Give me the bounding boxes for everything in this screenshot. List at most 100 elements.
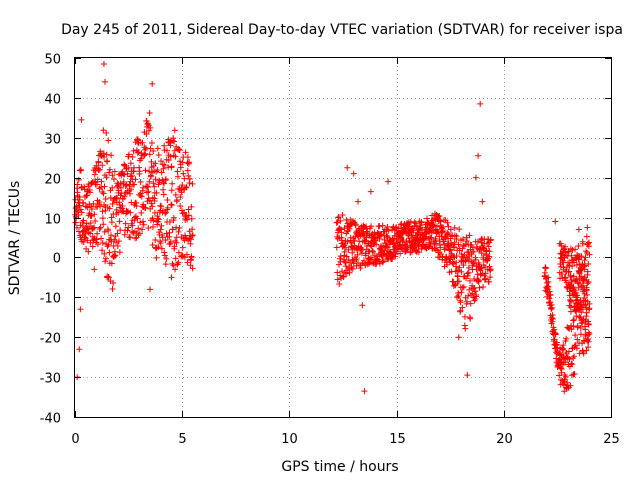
data-point xyxy=(338,229,345,236)
data-point xyxy=(162,210,169,217)
data-point xyxy=(439,223,446,230)
data-point xyxy=(104,274,111,281)
data-point xyxy=(574,296,581,303)
data-point xyxy=(93,236,100,243)
data-point xyxy=(88,206,95,213)
x-tick-label: 15 xyxy=(389,432,406,447)
y-tick-label: 30 xyxy=(44,133,61,148)
data-point xyxy=(119,202,126,209)
data-point xyxy=(181,175,188,182)
data-point xyxy=(474,238,481,245)
data-point xyxy=(460,236,467,243)
data-point xyxy=(158,169,165,176)
data-point xyxy=(151,197,158,204)
data-point xyxy=(91,171,98,178)
data-point xyxy=(91,224,98,231)
data-point xyxy=(412,220,419,227)
data-point xyxy=(109,184,116,191)
data-point xyxy=(169,226,176,233)
data-point xyxy=(166,229,173,236)
data-point xyxy=(453,259,460,266)
data-point xyxy=(577,314,584,321)
data-point xyxy=(146,178,153,185)
data-point xyxy=(76,202,83,209)
data-point xyxy=(96,166,103,173)
y-tick-label: -10 xyxy=(40,292,61,307)
data-point xyxy=(120,179,127,186)
data-point xyxy=(172,266,179,273)
data-point xyxy=(142,150,149,157)
data-point xyxy=(405,235,412,242)
data-point xyxy=(99,208,106,215)
data-point xyxy=(467,315,474,322)
data-point xyxy=(142,167,149,174)
data-point xyxy=(369,256,376,263)
data-point xyxy=(480,283,487,290)
data-point xyxy=(586,239,593,246)
data-point xyxy=(160,191,167,198)
data-point xyxy=(136,230,143,237)
data-point xyxy=(458,251,465,258)
data-point xyxy=(127,234,134,241)
data-point xyxy=(170,135,177,142)
data-point xyxy=(545,283,552,290)
data-point xyxy=(569,361,576,368)
data-point xyxy=(158,158,165,165)
data-point xyxy=(80,199,87,206)
data-point xyxy=(568,278,575,285)
data-point xyxy=(442,234,449,241)
data-point xyxy=(578,320,585,327)
data-point xyxy=(444,261,451,268)
data-point xyxy=(87,212,94,219)
data-point xyxy=(459,304,466,311)
data-point xyxy=(152,176,159,183)
data-point xyxy=(182,149,189,156)
data-point xyxy=(174,168,181,175)
data-point xyxy=(152,160,159,167)
data-point xyxy=(124,208,131,215)
data-point xyxy=(475,152,482,159)
data-point xyxy=(149,203,156,210)
data-point xyxy=(583,304,590,311)
y-tick-label: 0 xyxy=(53,252,61,267)
data-point xyxy=(159,234,166,241)
data-point xyxy=(182,232,189,239)
data-point xyxy=(186,159,193,166)
data-point xyxy=(187,262,194,269)
data-point xyxy=(163,230,170,237)
data-point xyxy=(116,201,123,208)
data-point xyxy=(418,218,425,225)
data-point xyxy=(187,236,194,243)
data-point xyxy=(189,232,196,239)
data-point xyxy=(153,254,160,261)
data-point xyxy=(77,306,84,313)
data-point xyxy=(464,372,471,379)
data-point xyxy=(444,219,451,226)
data-point xyxy=(86,189,93,196)
data-point xyxy=(451,239,458,246)
data-point xyxy=(487,274,494,281)
data-point xyxy=(485,278,492,285)
data-point xyxy=(552,218,559,225)
data-point xyxy=(349,265,356,272)
data-point xyxy=(180,170,187,177)
data-point xyxy=(373,241,380,248)
data-point xyxy=(460,262,467,269)
data-point xyxy=(441,241,448,248)
data-point xyxy=(94,241,101,248)
data-point xyxy=(164,196,171,203)
chart-title: Day 245 of 2011, Sidereal Day-to-day VTE… xyxy=(61,22,623,38)
data-point xyxy=(132,176,139,183)
data-point xyxy=(178,189,185,196)
y-tick-label: 10 xyxy=(44,213,61,228)
data-point xyxy=(454,273,461,280)
data-point xyxy=(84,204,91,211)
data-point xyxy=(577,297,584,304)
data-point xyxy=(149,241,156,248)
data-point xyxy=(135,225,142,232)
data-point xyxy=(150,223,157,230)
data-point xyxy=(85,248,92,255)
data-point xyxy=(136,168,143,175)
data-point xyxy=(336,281,343,288)
